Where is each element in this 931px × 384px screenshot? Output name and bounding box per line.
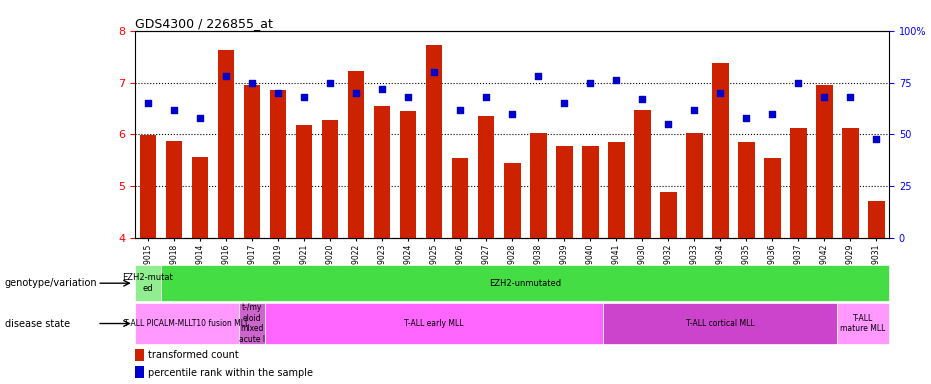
Bar [270, 90, 287, 238]
Point [426, 69, 441, 75]
Bar [837, 303, 889, 344]
Bar [425, 45, 442, 238]
Point [505, 111, 519, 117]
Text: t-/my
eloid
mixed
acute l: t-/my eloid mixed acute l [239, 303, 265, 344]
Point [661, 121, 676, 127]
Bar [530, 133, 546, 238]
Bar [135, 303, 239, 344]
Text: T-ALL
mature MLL: T-ALL mature MLL [841, 314, 885, 333]
Point [452, 106, 467, 113]
Point [712, 90, 727, 96]
Point [816, 94, 831, 100]
Point [322, 79, 337, 86]
Bar [135, 349, 144, 361]
Bar [603, 303, 837, 344]
Bar [504, 163, 520, 238]
Point [297, 94, 312, 100]
Bar [135, 366, 144, 379]
Text: T-ALL early MLL: T-ALL early MLL [404, 319, 464, 328]
Bar [711, 63, 729, 238]
Point [557, 100, 572, 106]
Point [635, 96, 650, 102]
Text: disease state: disease state [5, 318, 70, 329]
Point [374, 86, 389, 92]
Bar [660, 192, 677, 238]
Bar [239, 303, 265, 344]
Point [531, 73, 546, 79]
Bar [582, 146, 599, 238]
Point [790, 79, 805, 86]
Point [869, 136, 884, 142]
Bar [634, 109, 651, 238]
Point [687, 106, 702, 113]
Bar [347, 71, 364, 238]
Point [609, 78, 624, 84]
Text: genotype/variation: genotype/variation [5, 278, 97, 288]
Text: GDS4300 / 226855_at: GDS4300 / 226855_at [135, 17, 273, 30]
Bar [218, 50, 235, 238]
Point [479, 94, 493, 100]
Text: T-ALL PICALM-MLLT10 fusion MLL: T-ALL PICALM-MLLT10 fusion MLL [125, 319, 250, 328]
Point [400, 94, 415, 100]
Bar [135, 265, 161, 301]
Text: T-ALL cortical MLL: T-ALL cortical MLL [686, 319, 754, 328]
Bar [399, 111, 416, 238]
Point [245, 79, 260, 86]
Bar [556, 146, 573, 238]
Text: transformed count: transformed count [148, 350, 239, 360]
Point [764, 111, 779, 117]
Bar [478, 116, 494, 238]
Point [193, 115, 208, 121]
Point [167, 106, 182, 113]
Bar [842, 128, 858, 238]
Bar [452, 158, 468, 238]
Bar [265, 303, 603, 344]
Point [348, 90, 363, 96]
Bar [140, 136, 156, 238]
Bar [789, 128, 806, 238]
Point [141, 100, 155, 106]
Bar [685, 133, 703, 238]
Point [219, 73, 234, 79]
Bar [295, 125, 313, 238]
Bar [166, 141, 182, 238]
Point [583, 79, 598, 86]
Bar [608, 142, 625, 238]
Bar [816, 85, 832, 238]
Bar [244, 85, 261, 238]
Text: percentile rank within the sample: percentile rank within the sample [148, 367, 313, 377]
Bar [868, 201, 884, 238]
Point [271, 90, 286, 96]
Text: EZH2-unmutated: EZH2-unmutated [489, 279, 561, 288]
Point [738, 115, 753, 121]
Bar [737, 142, 754, 238]
Point [843, 94, 857, 100]
Text: EZH2-mutat
ed: EZH2-mutat ed [123, 273, 173, 293]
Bar [192, 157, 209, 238]
Bar [373, 106, 390, 238]
Bar [321, 120, 339, 238]
Bar [763, 158, 780, 238]
